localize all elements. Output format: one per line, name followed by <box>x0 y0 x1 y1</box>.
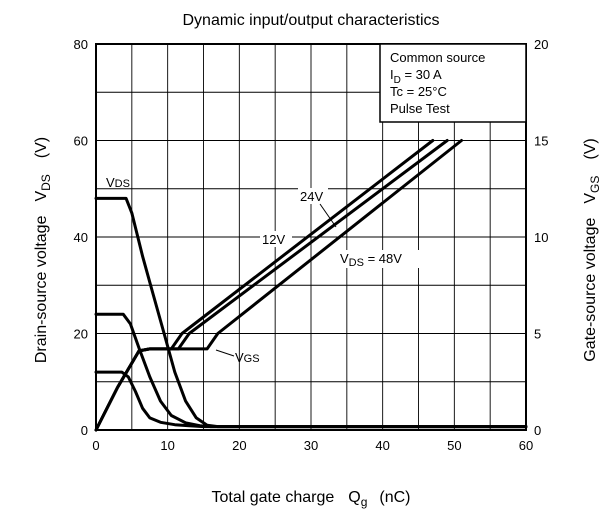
legend-line-1: Common source <box>390 50 485 65</box>
y-axis-right-label: Gate-source voltage VGS (V) <box>582 138 602 361</box>
legend-box-frame <box>379 43 527 123</box>
x-axis-label-symbol: Q <box>348 489 360 506</box>
annotation-vds: VDS <box>106 175 130 190</box>
chart-title: Dynamic input/output characteristics <box>183 12 440 29</box>
x-tick-label: 0 <box>92 438 99 453</box>
annotation-24v-bg <box>298 188 328 204</box>
x-axis-label-subscript: g <box>361 495 368 509</box>
annotation-vgs: VGS <box>235 350 260 365</box>
y-axis-right-label-unit: (V) <box>582 138 599 159</box>
y-right-tick-label: 5 <box>534 327 541 342</box>
y-right-tick-label: 20 <box>534 37 548 52</box>
x-tick-label: 10 <box>160 438 174 453</box>
x-tick-label: 20 <box>232 438 246 453</box>
legend-line-3: Tc = 25°C <box>390 84 447 99</box>
x-axis-label-main: Total gate charge <box>212 489 335 506</box>
annotation-48v-symbol: V <box>340 251 349 266</box>
y-right-tick-label: 15 <box>534 134 548 149</box>
y-axis-right-label-subscript: GS <box>588 176 602 193</box>
legend-line-2-subscript: D <box>394 75 401 86</box>
y-left-tick-label: 60 <box>74 134 88 149</box>
y-left-tick-label: 40 <box>74 230 88 245</box>
y-left-tick-label: 20 <box>74 327 88 342</box>
y-left-tick-label: 80 <box>74 37 88 52</box>
annotation-48v: VDS = 48V <box>340 251 402 269</box>
x-axis-label: Total gate charge Qg (nC) <box>212 489 411 509</box>
y-axis-right-label-symbol: V <box>582 193 599 204</box>
legend-line-2-symbol: I <box>390 67 394 82</box>
x-tick-label: 40 <box>375 438 389 453</box>
annotation-vds-subscript: DS <box>115 178 130 190</box>
x-axis-label-unit: (nC) <box>379 489 410 506</box>
y-axis-left-label-symbol: V <box>33 191 50 202</box>
vgs-curve-5 <box>94 139 463 432</box>
legend-box: Common source ID = 30 A Tc = 25°C Pulse … <box>379 43 527 123</box>
series <box>94 139 528 432</box>
annotation-vgs-leader <box>215 349 235 357</box>
y-axis-left-label-subscript: DS <box>39 174 53 191</box>
annotation-24v-leader <box>319 203 337 228</box>
y-axis-right-label-main: Gate-source voltage <box>582 218 599 362</box>
y-axis-left-label-unit: (V) <box>33 137 50 158</box>
annotation-12v-bg <box>260 231 292 247</box>
annotation-24v: 24V <box>300 189 323 204</box>
x-tick-label: 30 <box>304 438 318 453</box>
annotation-48v-bg <box>338 250 422 268</box>
annotation-48v-subscript: DS <box>349 257 364 269</box>
y-left-tick-label: 0 <box>81 423 88 438</box>
plot-frame <box>95 43 527 431</box>
y-right-tick-label: 0 <box>534 423 541 438</box>
annotation-vgs-symbol: V <box>235 350 244 365</box>
annotations: VDS VGS 24V 12V VDS = 48V <box>106 175 422 365</box>
annotation-48v-value: = 48V <box>364 251 402 266</box>
y-axis-left-label-main: Drain-source voltage <box>33 215 50 363</box>
annotation-12v: 12V <box>262 232 285 247</box>
legend-line-4: Pulse Test <box>390 101 450 116</box>
x-tick-label: 60 <box>519 438 533 453</box>
annotation-vds-symbol: V <box>106 175 115 190</box>
annotation-vgs-subscript: GS <box>244 353 260 365</box>
y-axis-left-label: Drain-source voltage VDS (V) <box>33 137 53 363</box>
y-right-tick-label: 10 <box>534 230 548 245</box>
legend-line-2-value: = 30 A <box>401 67 442 82</box>
x-tick-label: 50 <box>447 438 461 453</box>
legend-line-2: ID = 30 A <box>390 67 442 86</box>
